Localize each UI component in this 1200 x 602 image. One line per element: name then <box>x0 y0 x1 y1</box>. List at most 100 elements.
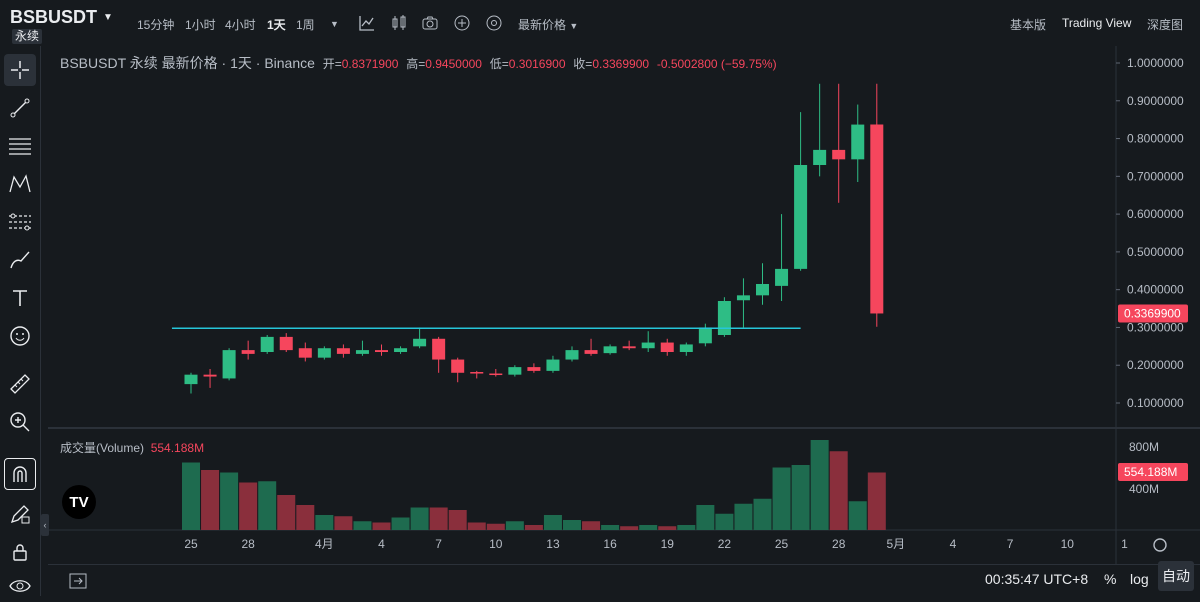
price-tick-label: 0.5000000 <box>1127 245 1184 259</box>
volume-bar <box>372 522 391 530</box>
candle-body <box>527 367 541 371</box>
magnet-icon <box>13 466 27 482</box>
indicator-icon[interactable] <box>358 14 376 32</box>
contract-type-badge: 永续 <box>12 29 43 44</box>
time-tick-label: 10 <box>1061 537 1075 551</box>
goto-date-icon[interactable] <box>68 571 88 591</box>
time-tick-label: 7 <box>1007 537 1014 551</box>
pencil-lock-icon <box>10 505 30 524</box>
fib-icon <box>9 213 31 231</box>
tab-basic[interactable]: 基本版 <box>1010 18 1047 32</box>
interval-1w[interactable]: 1周 <box>296 18 315 32</box>
volume-bar <box>315 515 334 530</box>
fib-tool[interactable] <box>4 206 36 238</box>
pattern-tool[interactable] <box>4 168 36 200</box>
candle-body <box>184 374 198 385</box>
interval-1d[interactable]: 1天 <box>267 18 286 32</box>
time-tick-label: 25 <box>775 537 789 551</box>
last-price-label: 0.3369900 <box>1124 306 1181 320</box>
volume-value: 554.188M <box>150 441 205 455</box>
volume-bar <box>543 515 562 530</box>
chart-type-icon[interactable] <box>390 14 408 32</box>
candle-body <box>736 295 750 301</box>
volume-bar <box>734 503 753 530</box>
volume-bar <box>505 521 524 530</box>
brush-tool[interactable] <box>4 244 36 276</box>
trendline-tool[interactable] <box>4 92 36 124</box>
camera-icon[interactable] <box>421 14 439 32</box>
time-tick-label: 13 <box>546 537 560 551</box>
candle-body <box>698 327 712 344</box>
time-tick-label: 1 <box>1121 537 1128 551</box>
low-value: 0.3016900 <box>508 57 566 71</box>
eye-icon <box>9 580 31 592</box>
volume-bar <box>601 525 620 530</box>
candle-body <box>775 268 789 286</box>
candle-body <box>565 350 579 360</box>
volume-bar <box>582 521 601 530</box>
trendline-icon <box>10 98 30 118</box>
settings-icon[interactable] <box>485 14 503 32</box>
close-value: 0.3369900 <box>592 57 650 71</box>
volume-bar <box>715 513 734 530</box>
candle-body <box>394 348 408 352</box>
time-tick-label: 7 <box>435 537 442 551</box>
tab-depth[interactable]: 深度图 <box>1147 18 1184 32</box>
candle-body <box>508 367 522 375</box>
visibility-tool[interactable] <box>4 570 36 602</box>
magnet-tool[interactable] <box>4 458 36 490</box>
emoji-tool[interactable] <box>4 320 36 352</box>
ruler-tool[interactable] <box>4 368 36 400</box>
volume-bar <box>677 525 696 530</box>
collapse-toolbar-icon[interactable]: ‹ <box>41 514 49 536</box>
percent-toggle[interactable]: % <box>1104 571 1117 587</box>
symbol-selector[interactable]: BSBUSDT ▼ <box>10 7 113 28</box>
candle-body <box>203 374 217 377</box>
candle-body <box>546 359 560 371</box>
volume-bar <box>410 507 429 530</box>
clock-timezone[interactable]: 00:35:47 UTC+8 <box>985 571 1089 587</box>
candle-body <box>603 346 617 354</box>
crosshair-tool[interactable] <box>4 54 36 86</box>
lock-tool[interactable] <box>4 536 36 568</box>
price-chart[interactable]: 1.0000000 0.9000000 0.8000000 0.7000000 0.60… <box>48 46 1200 564</box>
candle-body <box>432 338 446 360</box>
close-label: 收= <box>573 57 593 71</box>
auto-scale-button[interactable]: 自动 <box>1158 561 1194 591</box>
zoom-tool[interactable] <box>4 406 36 438</box>
gear-icon[interactable] <box>1153 538 1167 552</box>
interval-15m[interactable]: 15分钟 <box>137 18 175 32</box>
last-price-badge <box>1118 304 1188 323</box>
low-label: 低= <box>489 57 509 71</box>
candle-body <box>451 359 465 373</box>
volume-bar <box>658 526 677 530</box>
add-icon[interactable] <box>453 14 471 32</box>
pattern-icon <box>9 174 31 193</box>
volume-bar <box>448 510 467 530</box>
zoom-in-icon <box>10 412 30 432</box>
interval-4h[interactable]: 4小时 <box>225 18 256 32</box>
interval-dropdown-icon[interactable]: ▼ <box>330 19 339 29</box>
candle-body <box>870 124 884 314</box>
volume-bar <box>524 525 543 530</box>
time-tick-label: 16 <box>603 537 617 551</box>
smiley-icon <box>10 326 30 346</box>
time-tick-label: 10 <box>489 537 503 551</box>
horizontal-lines-tool[interactable] <box>4 130 36 162</box>
price-type-selector[interactable]: 最新价格 ▼ <box>518 16 578 33</box>
log-toggle[interactable]: log <box>1130 571 1149 587</box>
lock-drawing-tool[interactable] <box>4 498 36 530</box>
ohlc-legend: BSBUSDT 永续 最新价格 · 1天 · Binance 开=0.83719… <box>60 53 777 73</box>
text-icon <box>13 290 27 306</box>
last-volume-label: 554.188M <box>1124 465 1177 479</box>
candle-body <box>470 372 484 374</box>
volume-bar <box>467 522 486 530</box>
text-tool[interactable] <box>4 282 36 314</box>
interval-1h[interactable]: 1小时 <box>185 18 216 32</box>
tab-tradingview[interactable]: Trading View <box>1062 16 1132 30</box>
time-tick-label: 5月 <box>887 537 906 551</box>
volume-bar <box>563 520 581 530</box>
volume-bar <box>639 525 658 530</box>
price-tick-label: 0.4000000 <box>1127 283 1184 297</box>
volume-bar <box>182 462 200 530</box>
